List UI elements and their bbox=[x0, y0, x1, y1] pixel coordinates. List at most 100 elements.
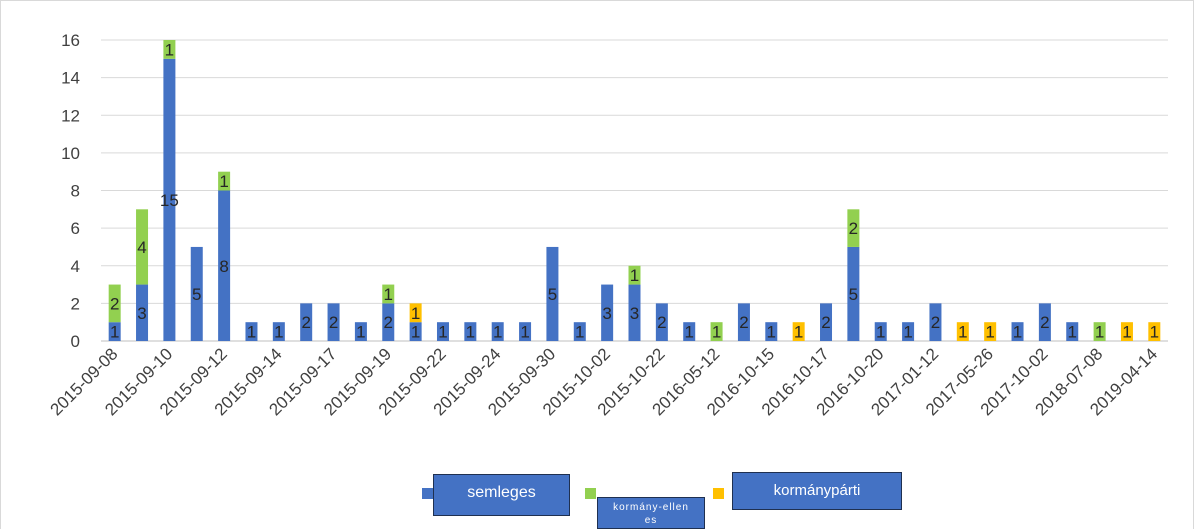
bar-segment bbox=[655, 303, 668, 341]
bar-segment bbox=[409, 303, 422, 323]
data-label: 1 bbox=[903, 323, 912, 342]
legend-label: kormánypárti bbox=[732, 472, 902, 510]
data-label: 1 bbox=[1150, 323, 1159, 342]
data-label: 1 bbox=[438, 323, 447, 342]
bar-segment bbox=[136, 209, 149, 285]
data-label: 3 bbox=[137, 304, 146, 323]
data-label: 1 bbox=[1068, 323, 1077, 342]
data-label: 1 bbox=[767, 323, 776, 342]
bar-segment bbox=[108, 322, 121, 341]
legend-swatch bbox=[585, 488, 596, 499]
bar-segment bbox=[765, 322, 778, 341]
data-label: 2 bbox=[1040, 313, 1049, 332]
data-label: 1 bbox=[958, 323, 967, 342]
data-label: 15 bbox=[160, 191, 179, 210]
data-label: 4 bbox=[137, 238, 146, 257]
data-label: 1 bbox=[247, 323, 256, 342]
bar-segment bbox=[902, 322, 915, 341]
bar-segment bbox=[382, 284, 395, 304]
data-label: 1 bbox=[712, 323, 721, 342]
bar-segment bbox=[218, 190, 231, 341]
legend-swatch bbox=[422, 488, 433, 499]
bar-segment bbox=[163, 40, 176, 59]
y-tick-label: 0 bbox=[71, 332, 80, 351]
bar-segment bbox=[409, 322, 422, 341]
bar-segment bbox=[136, 284, 149, 341]
bar-segment bbox=[1011, 322, 1024, 341]
data-label: 3 bbox=[630, 304, 639, 323]
bar-segment bbox=[1066, 322, 1079, 341]
bar-segment bbox=[710, 322, 723, 341]
bar-segment bbox=[601, 284, 614, 341]
data-label: 1 bbox=[1013, 323, 1022, 342]
data-label: 2 bbox=[301, 313, 310, 332]
data-label: 1 bbox=[411, 304, 420, 323]
legend-label: kormány-ellenes bbox=[597, 497, 705, 529]
bar-segment bbox=[546, 246, 559, 341]
bar-segment bbox=[573, 322, 586, 341]
bar-segment bbox=[491, 322, 504, 341]
data-label: 5 bbox=[192, 285, 201, 304]
legend-label: semleges bbox=[433, 474, 570, 516]
data-label: 1 bbox=[794, 323, 803, 342]
bar-segment bbox=[820, 303, 833, 341]
data-label: 5 bbox=[548, 285, 557, 304]
data-label: 1 bbox=[274, 323, 283, 342]
bar-segment bbox=[929, 303, 942, 341]
bar-segment bbox=[163, 58, 176, 341]
data-label: 2 bbox=[329, 313, 338, 332]
data-label: 2 bbox=[739, 313, 748, 332]
bar-segment bbox=[464, 322, 477, 341]
y-tick-label: 12 bbox=[61, 106, 80, 125]
bar-segment bbox=[956, 322, 969, 341]
data-label: 1 bbox=[165, 40, 174, 59]
data-label: 1 bbox=[411, 323, 420, 342]
bar-segment bbox=[272, 322, 285, 341]
data-label: 1 bbox=[520, 323, 529, 342]
data-label: 1 bbox=[110, 323, 119, 342]
bar-segment bbox=[245, 322, 258, 341]
y-tick-label: 10 bbox=[61, 144, 80, 163]
legend-swatch bbox=[713, 488, 724, 499]
bar-segment bbox=[874, 322, 887, 341]
data-label: 2 bbox=[384, 313, 393, 332]
data-label: 2 bbox=[657, 313, 666, 332]
data-label: 8 bbox=[219, 257, 228, 276]
data-label: 1 bbox=[219, 172, 228, 191]
bar-segment bbox=[519, 322, 532, 341]
bar-segment bbox=[1093, 322, 1106, 341]
y-tick-label: 2 bbox=[71, 294, 80, 313]
bar-segment bbox=[792, 322, 805, 341]
bar-segment bbox=[436, 322, 449, 341]
data-label: 1 bbox=[493, 323, 502, 342]
data-label: 1 bbox=[876, 323, 885, 342]
bar-segment bbox=[1148, 322, 1161, 341]
data-label: 1 bbox=[466, 323, 475, 342]
y-tick-label: 16 bbox=[61, 31, 80, 50]
y-tick-label: 6 bbox=[71, 219, 80, 238]
y-tick-label: 4 bbox=[71, 257, 80, 276]
data-label: 2 bbox=[821, 313, 830, 332]
data-label: 1 bbox=[356, 323, 365, 342]
bar-segment bbox=[628, 265, 641, 285]
data-label: 1 bbox=[384, 285, 393, 304]
data-label: 3 bbox=[602, 304, 611, 323]
bar-segment bbox=[354, 322, 367, 341]
bar-segment bbox=[1120, 322, 1133, 341]
bar-segment bbox=[1038, 303, 1051, 341]
data-label: 1 bbox=[1095, 323, 1104, 342]
data-label: 1 bbox=[575, 323, 584, 342]
bar-segment bbox=[327, 303, 340, 341]
bar-segment bbox=[218, 171, 231, 191]
bar-segment bbox=[190, 246, 203, 341]
data-label: 1 bbox=[684, 323, 693, 342]
bar-segment bbox=[108, 284, 121, 323]
bar-segment bbox=[737, 303, 750, 341]
bar-segment bbox=[847, 209, 860, 247]
data-label: 1 bbox=[630, 266, 639, 285]
bar-segment bbox=[382, 303, 395, 341]
y-tick-label: 8 bbox=[71, 182, 80, 201]
data-label: 1 bbox=[1122, 323, 1131, 342]
